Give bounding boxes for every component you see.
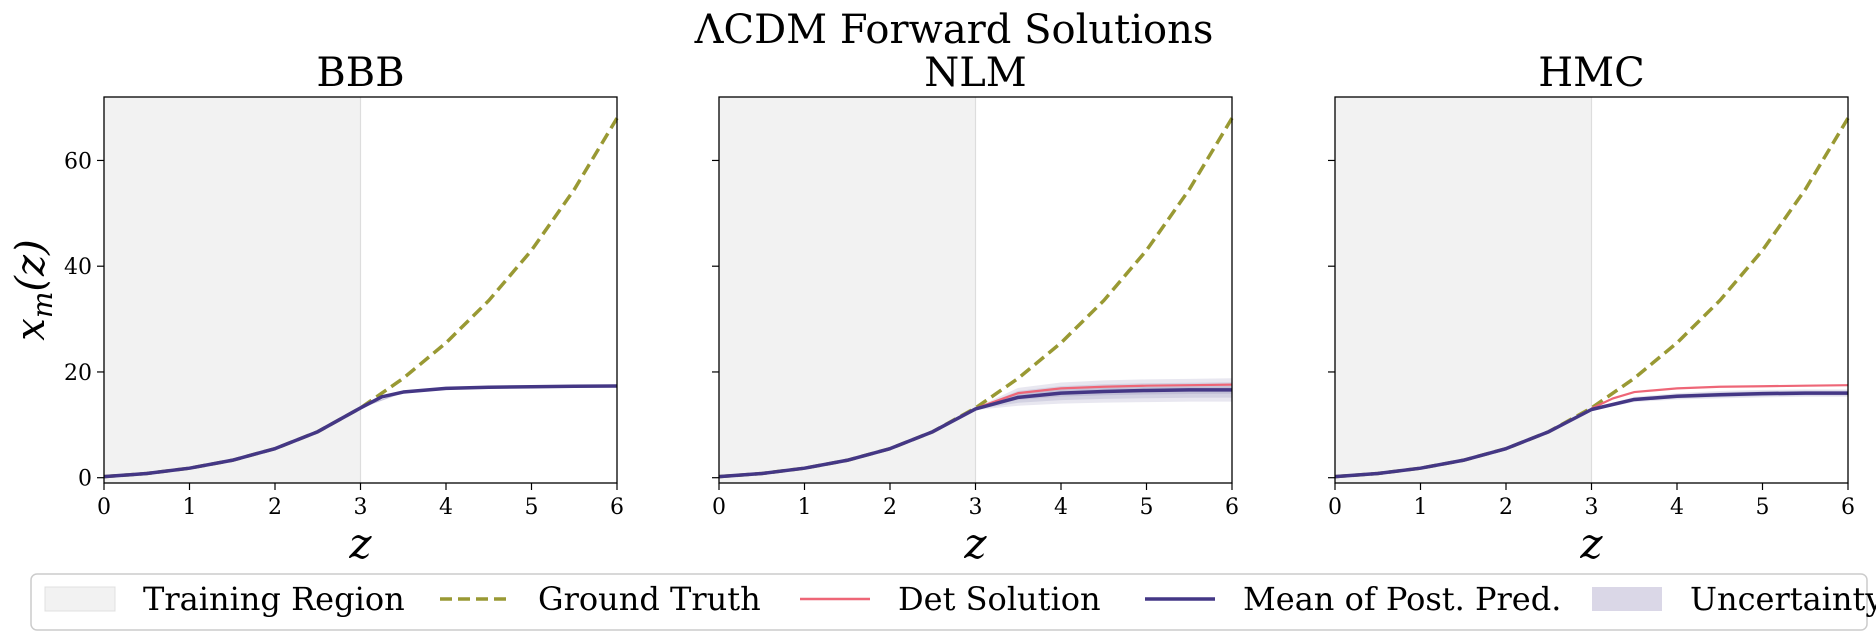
x-tick-label: 2 <box>268 495 282 520</box>
x-tick-label: 1 <box>183 495 197 520</box>
x-tick-label: 3 <box>354 495 368 520</box>
legend-item-patch-gray: Training Region <box>44 580 405 618</box>
subplot-title: NLM <box>924 50 1027 96</box>
x-tick-label: 6 <box>1225 495 1239 520</box>
x-axis-label: z <box>963 519 987 568</box>
mean-post-pred-line <box>1334 391 1848 479</box>
x-tick-label: 6 <box>610 495 624 520</box>
y-tick-label: 20 <box>64 361 92 386</box>
uncertainty-band-2 <box>1591 390 1848 411</box>
legend-label: Training Region <box>143 580 405 618</box>
x-tick-label: 1 <box>798 495 812 520</box>
x-tick-label: 4 <box>1054 495 1068 520</box>
subplot-title: HMC <box>1538 50 1644 96</box>
y-axis-label: xm(z) <box>8 239 59 340</box>
x-tick-label: 5 <box>1140 495 1154 520</box>
x-tick-label: 5 <box>1756 495 1770 520</box>
x-axis-label: z <box>1579 519 1603 568</box>
x-tick-label: 4 <box>439 495 453 520</box>
x-axis-label: z <box>348 519 372 568</box>
x-tick-label: 2 <box>883 495 897 520</box>
legend-swatch <box>44 586 116 612</box>
x-tick-label: 0 <box>712 495 726 520</box>
subplot-hmc: 0 1 2 3 4 5 6 HMC z <box>1328 50 1855 568</box>
y-tick-label: 60 <box>64 149 92 174</box>
legend-label: Uncertainty <box>1690 580 1876 618</box>
legend: Training Region Ground Truth Det Solution M… <box>30 573 1876 631</box>
mean-post-pred-line <box>103 384 618 479</box>
x-tick-label: 0 <box>97 495 111 520</box>
x-tick-label: 5 <box>525 495 539 520</box>
x-tick-label: 2 <box>1499 495 1513 520</box>
legend-item-line-red: Det Solution <box>800 580 1101 618</box>
x-tick-label: 3 <box>969 495 983 520</box>
x-tick-label: 6 <box>1841 495 1855 520</box>
training-region <box>104 97 361 483</box>
y-tick-label: 40 <box>64 255 92 280</box>
legend-item-line-navy: Mean of Post. Pred. <box>1145 580 1561 618</box>
legend-frame <box>30 573 1868 631</box>
x-tick-label: 4 <box>1670 495 1684 520</box>
det-solution-line <box>975 383 1233 410</box>
legend-swatch <box>1592 587 1662 611</box>
subplot-nlm: 0 1 2 3 4 5 6 NLM z <box>712 50 1239 568</box>
legend-label: Ground Truth <box>538 580 761 618</box>
subplot-title: BBB <box>316 50 404 96</box>
y-tick-label: 0 <box>78 467 92 492</box>
x-tick-label: 1 <box>1414 495 1428 520</box>
det-solution-line <box>1591 384 1849 410</box>
x-tick-label: 0 <box>1328 495 1342 520</box>
legend-label: Det Solution <box>898 580 1101 618</box>
legend-label: Mean of Post. Pred. <box>1243 580 1561 618</box>
figure-title: ΛCDM Forward Solutions <box>694 7 1214 53</box>
training-region <box>719 97 976 483</box>
legend-item-dashed-olive: Ground Truth <box>440 580 761 618</box>
mean-post-pred-line <box>718 388 1232 479</box>
x-tick-label: 3 <box>1585 495 1599 520</box>
training-region <box>1335 97 1592 483</box>
legend-item-patch-lavender: Uncertainty <box>1592 580 1876 618</box>
